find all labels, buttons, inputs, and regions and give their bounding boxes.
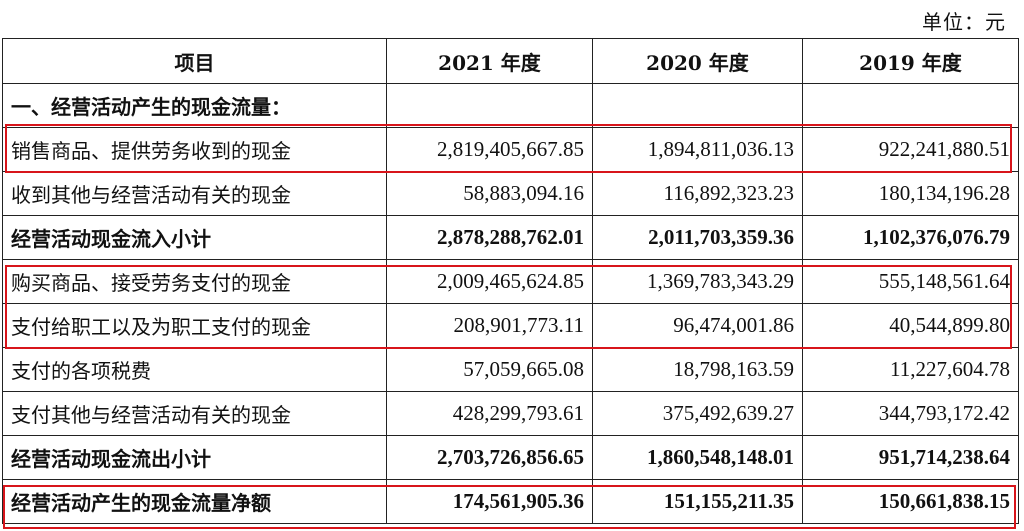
cell-2020: 151,155,211.35 xyxy=(592,479,803,524)
row-label: 支付的各项税费 xyxy=(2,347,387,392)
cell-2019: 150,661,838.15 xyxy=(802,479,1019,524)
cell-2021: 58,883,094.16 xyxy=(386,171,593,216)
table-row: 经营活动现金流出小计 2,703,726,856.65 1,860,548,148.… xyxy=(2,435,1019,480)
table-row: 销售商品、提供劳务收到的现金 2,819,405,667.85 1,894,811,… xyxy=(2,127,1019,172)
cell-2020: 96,474,001.86 xyxy=(592,303,803,348)
table-row: 一、经营活动产生的现金流量： xyxy=(2,83,1019,128)
row-label: 销售商品、提供劳务收到的现金 xyxy=(2,127,387,172)
cell-2021: 2,878,288,762.01 xyxy=(386,215,593,260)
cell-2020: 116,892,323.23 xyxy=(592,171,803,216)
header-2020: 2020 年度 xyxy=(592,38,803,84)
cell-2019: 40,544,899.80 xyxy=(802,303,1019,348)
table-row: 支付其他与经营活动有关的现金 428,299,793.61 375,492,639.… xyxy=(2,391,1019,436)
row-label: 购买商品、接受劳务支付的现金 xyxy=(2,259,387,304)
row-label: 支付给职工以及为职工支付的现金 xyxy=(2,303,387,348)
cell-2021: 2,703,726,856.65 xyxy=(386,435,593,480)
cell-2020: 1,369,783,343.29 xyxy=(592,259,803,304)
table-row: 购买商品、接受劳务支付的现金 2,009,465,624.85 1,369,783,… xyxy=(2,259,1019,304)
cell-2020: 375,492,639.27 xyxy=(592,391,803,436)
cell-2019 xyxy=(802,83,1019,128)
table-row: 经营活动现金流入小计 2,878,288,762.01 2,011,703,359.… xyxy=(2,215,1019,260)
cell-2019: 344,793,172.42 xyxy=(802,391,1019,436)
cell-2020: 18,798,163.59 xyxy=(592,347,803,392)
row-label: 收到其他与经营活动有关的现金 xyxy=(2,171,387,216)
cell-2021: 428,299,793.61 xyxy=(386,391,593,436)
cell-2021: 2,819,405,667.85 xyxy=(386,127,593,172)
cell-2020: 1,894,811,036.13 xyxy=(592,127,803,172)
row-label: 经营活动现金流入小计 xyxy=(2,215,387,260)
cell-2019: 951,714,238.64 xyxy=(802,435,1019,480)
cell-2021: 2,009,465,624.85 xyxy=(386,259,593,304)
cell-2020 xyxy=(592,83,803,128)
table-row: 收到其他与经营活动有关的现金 58,883,094.16 116,892,323.2… xyxy=(2,171,1019,216)
row-label: 一、经营活动产生的现金流量： xyxy=(2,83,387,128)
cell-2021 xyxy=(386,83,593,128)
cell-2019: 180,134,196.28 xyxy=(802,171,1019,216)
row-label: 经营活动现金流出小计 xyxy=(2,435,387,480)
header-2021: 2021 年度 xyxy=(386,38,593,84)
unit-label: 单位：元 xyxy=(922,10,1006,34)
table-header-row: 项目 2021 年度 2020 年度 2019 年度 xyxy=(2,38,1019,84)
cash-flow-table: 项目 2021 年度 2020 年度 2019 年度 一、经营活动产生的现金流量… xyxy=(2,38,1019,524)
cell-2021: 174,561,905.36 xyxy=(386,479,593,524)
cell-2020: 1,860,548,148.01 xyxy=(592,435,803,480)
cell-2019: 922,241,880.51 xyxy=(802,127,1019,172)
cell-2020: 2,011,703,359.36 xyxy=(592,215,803,260)
table-row: 经营活动产生的现金流量净额 174,561,905.36 151,155,211.3… xyxy=(2,479,1019,524)
cell-2021: 57,059,665.08 xyxy=(386,347,593,392)
cell-2019: 11,227,604.78 xyxy=(802,347,1019,392)
row-label: 经营活动产生的现金流量净额 xyxy=(2,479,387,524)
cell-2019: 1,102,376,076.79 xyxy=(802,215,1019,260)
table-row: 支付的各项税费 57,059,665.08 18,798,163.59 11,227,… xyxy=(2,347,1019,392)
header-item: 项目 xyxy=(2,38,387,84)
cell-2019: 555,148,561.64 xyxy=(802,259,1019,304)
table-row: 支付给职工以及为职工支付的现金 208,901,773.11 96,474,001.… xyxy=(2,303,1019,348)
row-label: 支付其他与经营活动有关的现金 xyxy=(2,391,387,436)
cell-2021: 208,901,773.11 xyxy=(386,303,593,348)
header-2019: 2019 年度 xyxy=(802,38,1019,84)
